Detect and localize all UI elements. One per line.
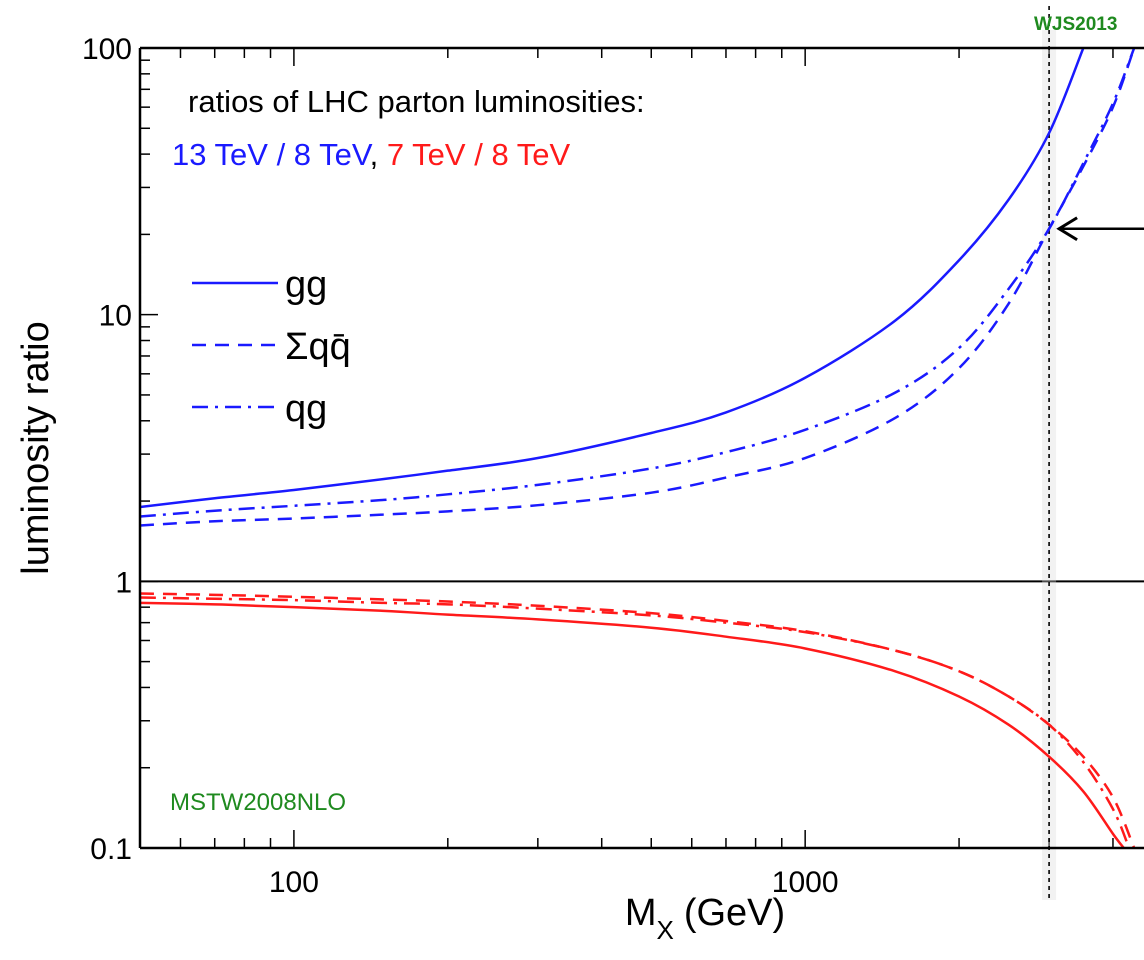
legend-label: Σqq̄ — [285, 326, 351, 368]
x-axis-title: MX (GeV) — [625, 892, 785, 945]
legend-label: qg — [285, 388, 327, 430]
x-axis-title-main: M — [625, 892, 657, 934]
series-line-7-8-gg — [140, 601, 1125, 848]
x-axis-title-unit: (GeV) — [684, 892, 785, 934]
x-tick-labels: 100 1000 — [269, 866, 839, 899]
x-tick-label: 1000 — [772, 866, 839, 899]
title-part-0: 13 TeV / 8 TeV — [172, 137, 373, 172]
y-tick-label: 10 — [99, 300, 132, 333]
plot-area — [140, 48, 1144, 848]
series-line-13-8-qg — [140, 48, 1136, 518]
y-axis-title: luminosity ratio — [15, 321, 57, 574]
pdf-set-label: MSTW2008NLO — [170, 789, 346, 816]
credit-label: WJS2013 — [1034, 14, 1117, 35]
series-line-7-8-qqbar — [140, 592, 1136, 848]
chart-title-line1: ratios of LHC parton luminosities: — [188, 84, 645, 119]
title-part-2: 7 TeV / 8 TeV — [387, 137, 571, 172]
series-line-13-8-gg — [140, 48, 1085, 509]
y-tick-label: 1 — [115, 566, 132, 599]
minor-ticks — [139, 48, 1114, 848]
y-tick-label: 0.1 — [90, 833, 132, 866]
chart-title-line2: 13 TeV / 8 TeV, 7 TeV / 8 TeV — [172, 137, 570, 172]
x-axis-title-subscript: X — [656, 915, 673, 945]
y-tick-label: 100 — [82, 33, 132, 66]
title-part-1: , — [370, 137, 387, 172]
series-line-7-8-qg — [140, 596, 1131, 848]
marker-arrow — [1056, 216, 1144, 242]
legend-label: gg — [285, 264, 327, 306]
arrow-head — [1056, 216, 1078, 242]
series-group — [140, 48, 1136, 848]
series-line-13-8-qqbar — [140, 48, 1136, 527]
legend: gg Σqq̄ qg — [192, 264, 351, 430]
y-tick-labels: 0.1 1 10 100 — [82, 33, 132, 866]
x-tick-label: 100 — [269, 866, 319, 899]
